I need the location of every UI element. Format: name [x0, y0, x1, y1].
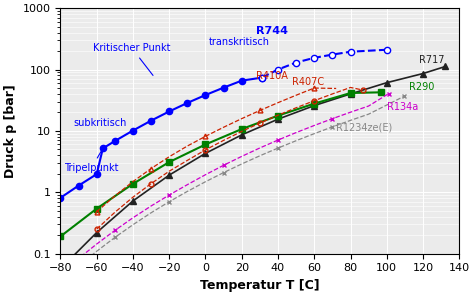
- Text: Tripelpunkt: Tripelpunkt: [64, 151, 118, 173]
- Text: subkritisch: subkritisch: [73, 118, 127, 128]
- Text: R744: R744: [256, 26, 288, 36]
- Text: transkritisch: transkritisch: [209, 37, 270, 47]
- Y-axis label: Druck p [bar]: Druck p [bar]: [4, 84, 17, 178]
- Text: R134a: R134a: [387, 102, 418, 112]
- Text: R410A: R410A: [256, 71, 288, 81]
- Text: Kritischer Punkt: Kritischer Punkt: [93, 43, 171, 75]
- Text: R407C: R407C: [292, 78, 325, 87]
- Text: R290: R290: [409, 82, 434, 92]
- Text: R717: R717: [419, 54, 445, 65]
- Text: R1234ze(E): R1234ze(E): [336, 123, 392, 133]
- X-axis label: Temperatur T [C]: Temperatur T [C]: [200, 279, 319, 292]
